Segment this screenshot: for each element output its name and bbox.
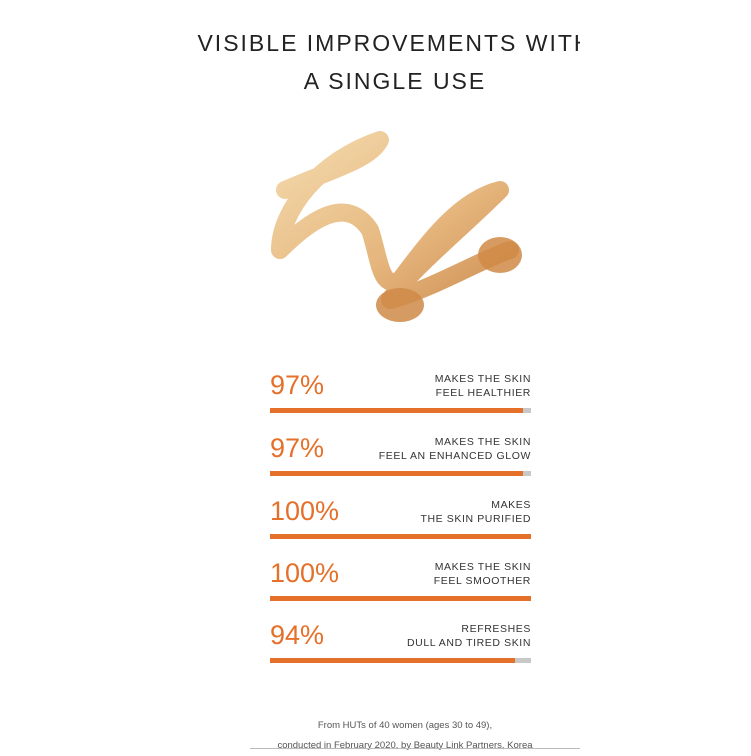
footnote: From HUTs of 40 women (ages 30 to 49), c… — [200, 716, 610, 756]
stat-label: REFRESHES DULL AND TIRED SKIN — [407, 622, 531, 650]
stat-progress-fill — [270, 596, 531, 601]
stat-label-line-1: MAKES — [491, 499, 531, 511]
stat-label-line-1: MAKES THE SKIN — [434, 436, 531, 448]
stat-label-line-2: FEEL SMOOTHER — [433, 575, 531, 587]
stat-label: MAKES THE SKIN FEEL AN ENHANCED GLOW — [379, 435, 531, 463]
stat-percent: 100% — [270, 558, 340, 588]
stat-label: MAKES THE SKIN PURIFIED — [420, 498, 531, 526]
stat-progress-bar — [270, 534, 531, 539]
stat-item: 94% REFRESHES DULL AND TIRED SKIN — [270, 620, 531, 670]
stat-label: MAKES THE SKIN FEEL SMOOTHER — [434, 560, 531, 588]
serum-swirl-image — [271, 131, 522, 322]
stat-percent: 100% — [270, 496, 340, 526]
page-title: VISIBLE IMPROVEMENTS WITH A SINGLE USE — [190, 24, 580, 100]
stat-label-line-2: FEEL AN ENHANCED GLOW — [378, 450, 531, 462]
stat-label-line-1: REFRESHES — [461, 623, 531, 635]
stat-item: 100% MAKES THE SKIN PURIFIED — [270, 496, 531, 546]
stat-label-line-1: MAKES THE SKIN — [434, 561, 531, 573]
stat-percent: 97% — [270, 370, 325, 400]
stat-item: 97% MAKES THE SKIN FEEL HEALTHIER — [270, 370, 531, 420]
stat-percent: 97% — [270, 433, 325, 463]
footnote-line-1: From HUTs of 40 women (ages 30 to 49), — [317, 720, 493, 731]
stat-progress-fill — [270, 658, 516, 663]
stat-progress-bar — [270, 596, 531, 601]
stat-progress-fill — [270, 471, 524, 476]
footnote-line-2: conducted in February 2020, by Beauty Li… — [277, 740, 533, 751]
stat-label-line-2: FEEL HEALTHIER — [435, 387, 531, 399]
stat-progress-fill — [270, 534, 531, 539]
stat-item: 100% MAKES THE SKIN FEEL SMOOTHER — [270, 558, 531, 608]
divider — [250, 748, 580, 749]
stat-label: MAKES THE SKIN FEEL HEALTHIER — [435, 372, 531, 400]
stat-label-line-2: THE SKIN PURIFIED — [420, 513, 531, 525]
stat-percent: 94% — [270, 620, 325, 650]
stat-progress-bar — [270, 408, 531, 413]
stat-label-line-1: MAKES THE SKIN — [434, 373, 531, 385]
title-line-1: VISIBLE IMPROVEMENTS WITH — [197, 30, 580, 56]
stat-progress-bar — [270, 471, 531, 476]
stat-progress-fill — [270, 408, 524, 413]
stat-label-line-2: DULL AND TIRED SKIN — [406, 637, 531, 649]
stat-item: 97% MAKES THE SKIN FEEL AN ENHANCED GLOW — [270, 433, 531, 483]
title-line-2: A SINGLE USE — [303, 68, 487, 94]
stat-progress-bar — [270, 658, 531, 663]
